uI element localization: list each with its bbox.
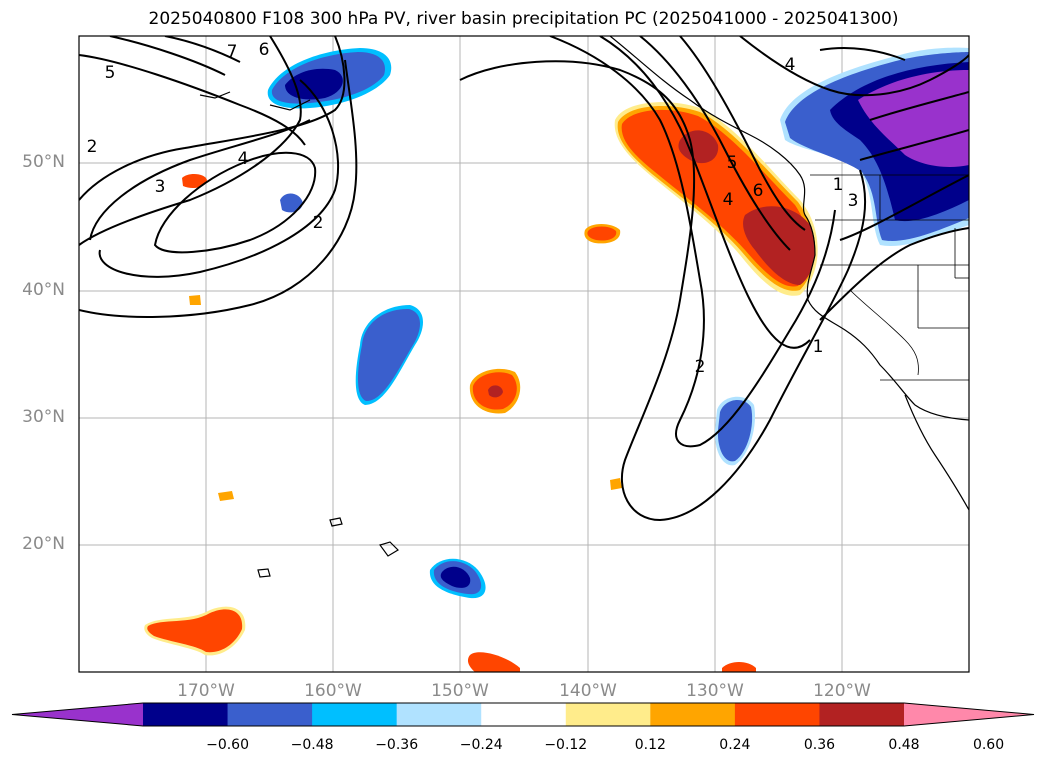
colorbar-tick-label: 0.36 bbox=[803, 737, 836, 753]
pv-contour-label: 3 bbox=[155, 177, 166, 197]
pv-contour-label: 7 bbox=[227, 42, 238, 62]
colorbar-swatch bbox=[734, 703, 820, 726]
pv-contour-label: 1 bbox=[833, 175, 844, 195]
precip-blobs bbox=[144, 174, 756, 672]
colorbar-swatch bbox=[650, 703, 736, 726]
colorbar-tick-label: −0.24 bbox=[459, 737, 503, 753]
pv-contour-label: 4 bbox=[723, 190, 734, 210]
colorbar-tick-label: −0.12 bbox=[544, 737, 588, 753]
lon-label-170w: 170°W bbox=[177, 681, 235, 701]
precip-positive-coastal bbox=[614, 102, 818, 296]
pv-contour-label: 2 bbox=[695, 357, 706, 377]
pv-contour-label: 5 bbox=[105, 63, 116, 83]
colorbar-tick-label: 0.12 bbox=[634, 737, 666, 753]
pv-contours bbox=[79, 36, 969, 522]
pv-contour-label: 3 bbox=[848, 191, 859, 211]
pv-contour-label: 4 bbox=[238, 149, 249, 169]
pv-contour-label: 1 bbox=[813, 337, 824, 357]
colorbar-tick-label: 0.24 bbox=[719, 737, 751, 753]
colorbar-tick-label: 0.48 bbox=[888, 737, 920, 753]
lat-label-50n: 50°N bbox=[22, 152, 65, 172]
pv-contour-label: 5 bbox=[727, 153, 738, 173]
lon-label-120w: 120°W bbox=[813, 681, 871, 701]
map-frame bbox=[78, 35, 970, 673]
pv-contour-label: 6 bbox=[259, 40, 270, 60]
pv-contour-label: 2 bbox=[87, 137, 98, 157]
colorbar-swatch bbox=[312, 703, 398, 726]
lon-label-150w: 150°W bbox=[431, 681, 489, 701]
colorbar-swatch bbox=[481, 703, 567, 726]
coastlines bbox=[199, 36, 969, 578]
colorbar-tick-label: 0.60 bbox=[972, 737, 1005, 753]
pv-contour-label: 6 bbox=[753, 181, 764, 201]
colorbar-extend-high bbox=[904, 703, 1034, 726]
pv-contour-label: 2 bbox=[313, 213, 324, 233]
colorbar-swatch bbox=[396, 703, 482, 726]
colorbar-swatch bbox=[565, 703, 651, 726]
lat-label-30n: 30°N bbox=[22, 407, 65, 427]
lon-label-130w: 130°W bbox=[686, 681, 744, 701]
colorbar-tick-label: −0.48 bbox=[290, 737, 334, 753]
lon-label-140w: 140°W bbox=[559, 681, 617, 701]
lat-label-20n: 20°N bbox=[22, 534, 65, 554]
colorbar-swatch bbox=[819, 703, 905, 726]
colorbar-swatch bbox=[227, 703, 313, 726]
pv-contour-label: 4 bbox=[785, 55, 796, 75]
colorbar-tick-label: −0.36 bbox=[375, 737, 419, 753]
colorbar-swatch bbox=[143, 703, 229, 726]
colorbar bbox=[11, 702, 1035, 727]
colorbar-outline bbox=[11, 702, 1035, 727]
lat-label-40n: 40°N bbox=[22, 280, 65, 300]
political-borders bbox=[810, 174, 969, 381]
colorbar-tick-label: −0.60 bbox=[206, 737, 249, 753]
colorbar-extend-low bbox=[12, 703, 143, 726]
lon-label-160w: 160°W bbox=[304, 681, 362, 701]
map-title: 2025040800 F108 300 hPa PV, river basin … bbox=[148, 9, 899, 29]
